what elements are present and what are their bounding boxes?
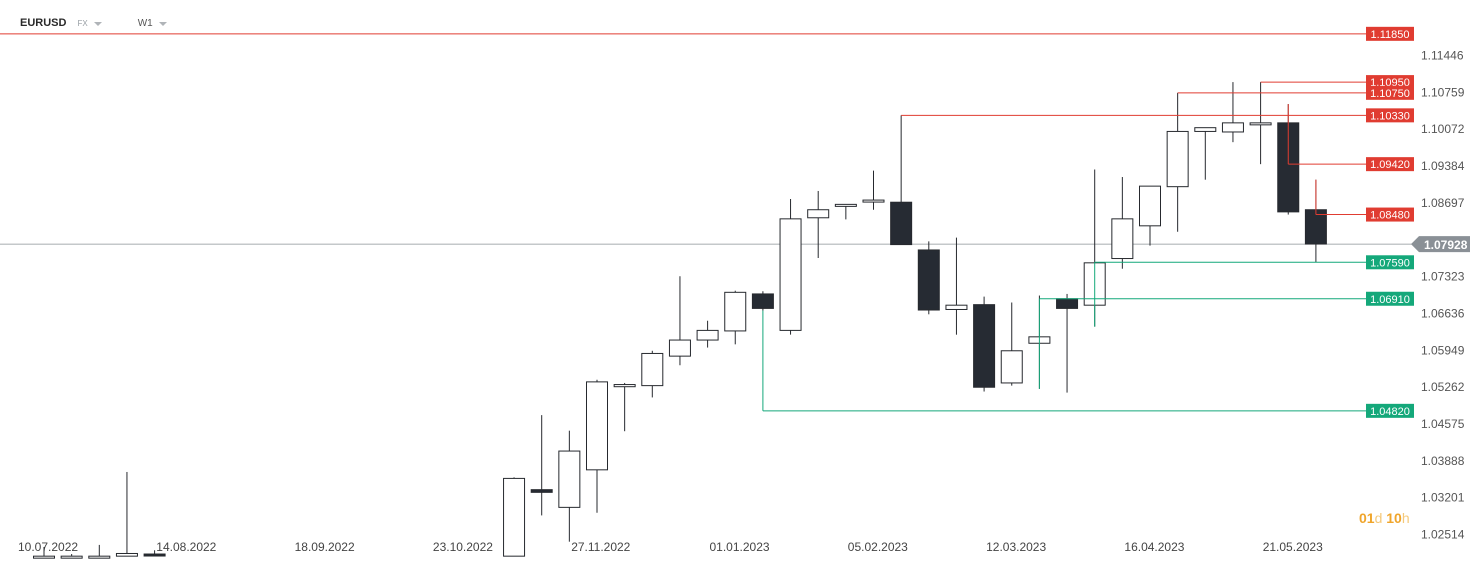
candles — [33, 82, 1327, 559]
level-badge — [1366, 85, 1414, 100]
candle-bull — [1111, 218, 1134, 260]
level-badge-label: 1.11850 — [1371, 29, 1410, 41]
candle-bear — [143, 553, 166, 557]
chart-header: EURUSD FX W1 — [20, 16, 167, 30]
level-badge-label: 1.10330 — [1370, 110, 1410, 122]
y-tick-label: 1.03888 — [1421, 454, 1465, 468]
candle-bull — [807, 209, 830, 219]
level-badge — [1366, 75, 1414, 90]
candle-bull — [60, 555, 83, 559]
y-tick-label: 1.04575 — [1421, 417, 1465, 431]
y-axis: 1.11446 1.10759 1.10072 1.09384 1.08697 1.073… — [1421, 49, 1465, 542]
y-tick-label: 1.02514 — [1421, 528, 1465, 542]
market-label: FX — [77, 18, 88, 28]
candle-bull — [503, 477, 526, 557]
candle-bull — [696, 329, 719, 341]
y-tick-label: 1.10759 — [1421, 85, 1465, 99]
x-tick-label: 23.10.2022 — [433, 540, 493, 554]
y-tick-label: 1.09384 — [1421, 159, 1465, 173]
candle-bear — [890, 201, 913, 246]
current-price-label: 1.07928 — [1424, 238, 1468, 252]
countdown-days: 01 — [1359, 510, 1375, 526]
level-badge-label: 1.09420 — [1370, 159, 1410, 171]
countdown-hour-unit: h — [1401, 510, 1410, 526]
level-badge — [1366, 108, 1414, 123]
level-badge-label: 1.07590 — [1370, 257, 1410, 269]
level-badge — [1366, 403, 1414, 418]
level-badge-label: 1.04820 — [1370, 406, 1410, 418]
y-tick-label: 1.10072 — [1421, 122, 1465, 136]
support-resistance-levels: 1.118501.109501.107501.103301.094201.084… — [0, 26, 1414, 418]
x-tick-label: 05.02.2023 — [848, 540, 908, 554]
level-badge — [1366, 255, 1414, 270]
x-tick-label: 12.03.2023 — [986, 540, 1046, 554]
candle-bear — [973, 304, 996, 388]
level-badge-label: 1.06910 — [1370, 294, 1410, 306]
x-tick-label: 10.07.2022 — [18, 540, 78, 554]
level-badge-label: 1.10750 — [1370, 88, 1410, 100]
candle-bull — [1139, 185, 1161, 227]
candle-bull — [1166, 130, 1189, 188]
candle-bull — [88, 555, 111, 559]
y-tick-label: 1.11446 — [1421, 49, 1464, 63]
y-tick-label: 1.03201 — [1421, 491, 1465, 505]
candle-bull — [558, 450, 581, 508]
x-tick-label: 01.01.2023 — [710, 540, 770, 554]
candle-bull — [1221, 122, 1244, 133]
x-tick-label: 21.05.2023 — [1263, 540, 1323, 554]
x-tick-label: 18.09.2022 — [295, 540, 355, 554]
level-badge — [1366, 157, 1414, 172]
candle-bull — [1000, 350, 1023, 384]
candle-bull — [668, 339, 691, 357]
symbol-label[interactable]: EURUSD — [20, 17, 67, 29]
candle-bull — [613, 384, 636, 388]
candle-bull — [115, 552, 138, 557]
candle-bull — [641, 352, 664, 387]
candle-bull — [945, 304, 968, 310]
y-tick-label: 1.06636 — [1421, 306, 1465, 320]
candle-bull — [586, 381, 608, 471]
candle-countdown: 01d 10h — [1359, 510, 1410, 526]
timeframe-dropdown-icon[interactable] — [158, 21, 167, 26]
current-price-badge — [1411, 236, 1470, 253]
level-badge-label: 1.08480 — [1370, 210, 1410, 222]
candle-bull — [779, 218, 802, 331]
y-tick-label: 1.05949 — [1421, 343, 1465, 357]
candle-bear — [530, 489, 553, 493]
countdown-day-unit: d — [1374, 510, 1383, 526]
candle-bull — [834, 203, 857, 207]
y-tick-label: 1.07323 — [1421, 270, 1465, 284]
symbol-dropdown-icon[interactable] — [93, 21, 102, 26]
candle-bull — [33, 555, 55, 559]
x-tick-label: 16.04.2023 — [1124, 540, 1184, 554]
x-tick-label: 27.11.2022 — [571, 540, 630, 554]
candle-bull — [1249, 122, 1272, 126]
timeframe-label[interactable]: W1 — [137, 17, 153, 29]
candle-bear — [751, 293, 774, 309]
level-badge — [1366, 207, 1414, 222]
y-tick-label: 1.05262 — [1421, 380, 1465, 394]
countdown-hours: 10 — [1386, 510, 1402, 526]
x-tick-label: 14.08.2022 — [156, 540, 216, 554]
y-tick-label: 1.08697 — [1421, 196, 1465, 210]
level-badge — [1366, 291, 1414, 306]
candle-bear — [1056, 298, 1079, 309]
candle-bull — [862, 199, 885, 203]
candle-bear — [917, 249, 940, 311]
candle-bull — [724, 291, 747, 332]
level-badge — [1366, 26, 1414, 41]
x-axis: 10.07.2022 14.08.2022 18.09.2022 23.10.2022… — [18, 540, 1323, 554]
candle-bull — [1194, 127, 1217, 132]
